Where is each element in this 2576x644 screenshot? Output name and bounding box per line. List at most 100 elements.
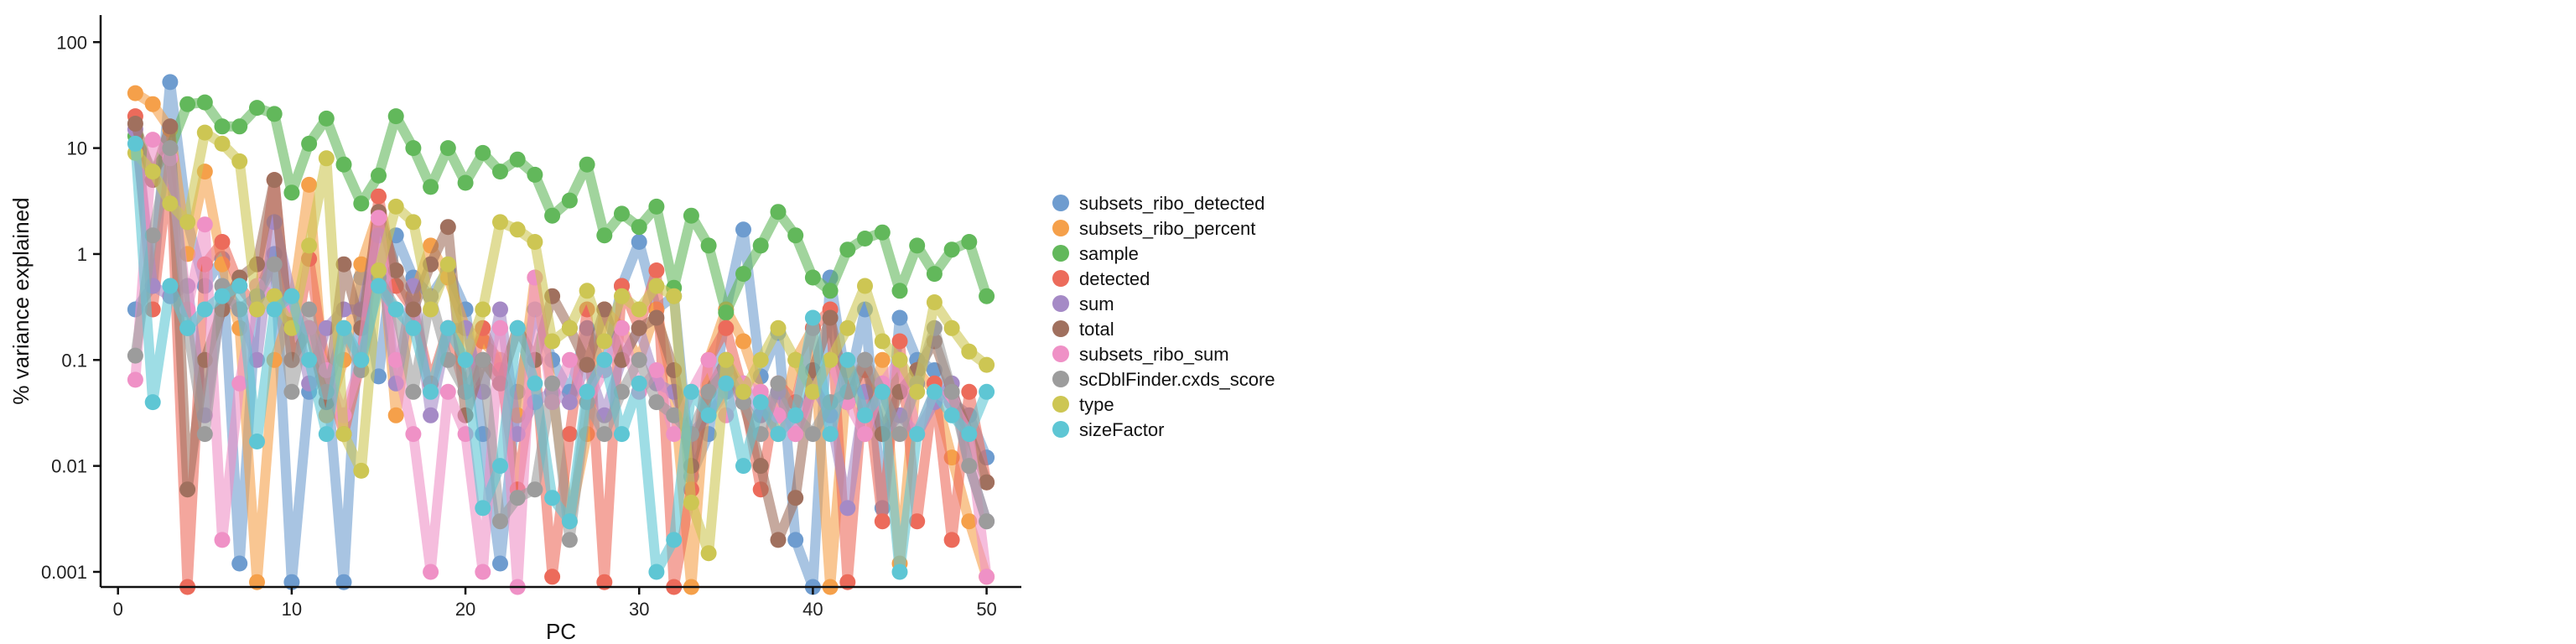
data-point <box>561 192 578 209</box>
legend-item: subsets_ribo_detected <box>1052 193 1265 214</box>
data-point <box>196 216 213 233</box>
data-point <box>371 278 387 294</box>
data-point <box>561 319 578 336</box>
data-point <box>579 356 595 373</box>
x-tick-label: 30 <box>629 599 649 620</box>
legend-item: total <box>1052 319 1114 340</box>
data-point <box>943 383 960 400</box>
data-point <box>301 351 318 368</box>
data-point <box>144 164 161 180</box>
data-point <box>735 333 751 350</box>
data-point <box>544 333 561 350</box>
data-point <box>387 407 404 423</box>
data-point <box>318 150 335 167</box>
data-point <box>961 343 978 360</box>
data-point <box>700 237 717 254</box>
data-point <box>874 383 891 400</box>
data-point <box>718 351 735 368</box>
data-point <box>509 151 526 168</box>
data-point <box>596 301 613 318</box>
legend-label: subsets_ribo_percent <box>1079 218 1255 239</box>
data-point <box>144 132 161 148</box>
data-point <box>266 301 283 318</box>
data-point <box>631 351 647 368</box>
data-point <box>335 256 352 273</box>
data-point <box>579 383 595 400</box>
data-point <box>405 140 422 157</box>
data-point <box>127 135 143 152</box>
data-point <box>961 234 978 250</box>
data-point <box>909 237 926 254</box>
data-point <box>648 278 665 294</box>
data-point <box>891 564 908 580</box>
data-point <box>509 319 526 336</box>
data-point <box>770 319 787 336</box>
data-point <box>214 118 231 135</box>
data-point <box>439 319 456 336</box>
legend-label: subsets_ribo_detected <box>1079 193 1265 214</box>
y-tick-label: 1 <box>77 244 87 265</box>
data-point <box>283 288 300 304</box>
data-point <box>249 301 265 318</box>
legend-swatch <box>1052 195 1069 211</box>
data-point <box>909 383 926 400</box>
data-point <box>891 309 908 326</box>
data-point <box>648 362 665 378</box>
legend-swatch <box>1052 320 1069 337</box>
data-point <box>266 106 283 122</box>
x-axis-title: PC <box>546 619 576 644</box>
data-point <box>631 375 647 392</box>
data-point <box>943 407 960 423</box>
data-point <box>439 140 456 157</box>
data-point <box>249 100 265 117</box>
data-point <box>700 351 717 368</box>
data-point <box>614 288 630 304</box>
data-point <box>231 118 248 135</box>
data-point <box>475 301 491 318</box>
series-layer <box>127 74 995 595</box>
data-point <box>561 426 578 443</box>
data-point <box>804 383 821 400</box>
data-point <box>648 394 665 411</box>
data-point <box>909 426 926 443</box>
data-point <box>735 221 751 238</box>
data-point <box>544 375 561 392</box>
data-point <box>283 383 300 400</box>
data-point <box>527 166 543 183</box>
data-point <box>614 426 630 443</box>
data-point <box>196 426 213 443</box>
data-point <box>718 319 735 336</box>
data-point <box>405 319 422 336</box>
x-tick-label: 0 <box>113 599 123 620</box>
data-point <box>752 394 769 411</box>
data-point <box>301 135 318 152</box>
data-point <box>301 176 318 193</box>
legend-swatch <box>1052 345 1069 362</box>
legend-label: sizeFactor <box>1079 419 1164 440</box>
legend-label: subsets_ribo_sum <box>1079 344 1229 365</box>
data-point <box>874 224 891 241</box>
legend-item: sum <box>1052 293 1114 314</box>
data-point <box>752 237 769 254</box>
data-point <box>770 204 787 221</box>
legend-item: type <box>1052 394 1114 415</box>
data-point <box>353 195 370 212</box>
data-point <box>561 351 578 368</box>
data-point <box>735 383 751 400</box>
data-point <box>596 426 613 443</box>
data-point <box>683 207 699 224</box>
data-point <box>561 513 578 530</box>
data-point <box>196 124 213 141</box>
data-point <box>561 532 578 548</box>
data-point <box>700 407 717 423</box>
data-point <box>127 371 143 388</box>
data-point <box>509 490 526 506</box>
data-point <box>318 426 335 443</box>
ticks-layer: 0 10 20 30 40 50 0.001 0.01 0.1 1 10 100 <box>41 32 997 620</box>
data-point <box>387 262 404 278</box>
data-point <box>371 188 387 205</box>
data-point <box>231 555 248 572</box>
legend-label: detected <box>1079 268 1150 289</box>
data-point <box>144 96 161 112</box>
data-point <box>144 227 161 244</box>
